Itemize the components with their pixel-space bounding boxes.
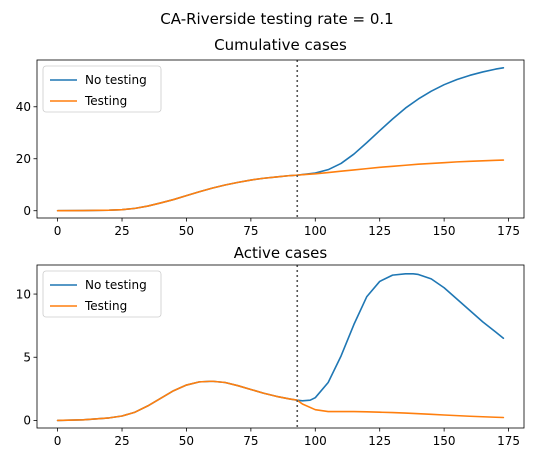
y-tick-label: 5 [23,351,31,365]
legend-label: Testing [84,94,127,108]
series-line-testing [56,159,505,212]
x-tick-label: 100 [304,434,327,448]
x-tick-label: 100 [304,224,327,238]
x-tick-label: 25 [114,434,129,448]
legend-label: No testing [85,278,147,292]
y-tick-label: 20 [16,152,31,166]
x-tick-label: 25 [114,224,129,238]
x-tick-label: 175 [497,224,520,238]
axes-frame [36,264,525,429]
y-tick-label: 10 [16,287,31,301]
legend-label: Testing [84,299,127,313]
panel-active-cases: Active cases 0 25 50 75 100 125 150 175 0 5 10 No te… [16,244,525,448]
x-tick-label: 0 [54,224,62,238]
y-tick-label: 0 [23,414,31,428]
x-tick-label: 75 [243,224,258,238]
panel-cumulative-cases: Cumulative cases 0 25 50 75 100 125 150 175 0 20 40… [16,36,525,238]
panel-title: Cumulative cases [214,36,347,54]
legend-label: No testing [85,73,147,87]
x-tick-label: 50 [179,224,194,238]
x-tick-label: 0 [54,434,62,448]
x-tick-label: 150 [433,224,456,238]
y-tick-label: 40 [16,100,31,114]
x-tick-label: 125 [368,224,391,238]
x-tick-label: 50 [179,434,194,448]
panel-title: Active cases [234,244,328,262]
x-tick-label: 175 [497,434,520,448]
x-tick-label: 75 [243,434,258,448]
series-line-testing [56,380,505,422]
figure-suptitle: CA-Riverside testing rate = 0.1 [160,10,393,28]
y-tick-label: 0 [23,204,31,218]
x-tick-label: 125 [368,434,391,448]
x-tick-label: 150 [433,434,456,448]
axes-frame [36,59,525,219]
